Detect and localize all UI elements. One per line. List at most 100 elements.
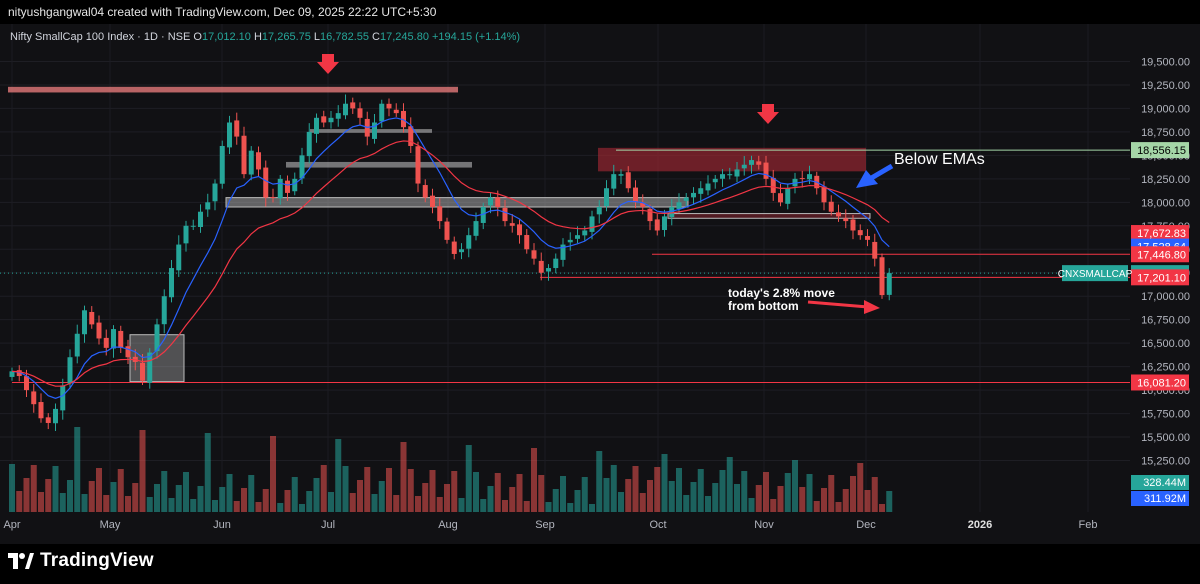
y-tick-label: 19,000.00 [1141, 103, 1190, 115]
candle-body [147, 352, 153, 383]
candle-body [560, 244, 566, 260]
volume-bar [219, 487, 226, 512]
candle-body [741, 164, 747, 169]
volume-bar [712, 483, 719, 512]
candle-body [778, 193, 783, 203]
move-arrow-shaft [807, 300, 869, 309]
volume-bar [625, 479, 632, 512]
candle-body [212, 183, 218, 202]
price-label: 17,446.80 [1137, 249, 1186, 261]
price-label-box [1131, 374, 1189, 391]
supply-zone [667, 213, 871, 219]
candle-body [459, 249, 464, 253]
footer: TradingView [0, 544, 1200, 584]
price-label: 17,672.83 [1137, 228, 1186, 240]
volume-label: 328.44M [1143, 477, 1186, 489]
candle-body [480, 207, 486, 223]
supply-zone [598, 147, 866, 172]
x-tick-label: May [100, 519, 121, 531]
volume-bar [560, 476, 566, 512]
volume-bar [291, 477, 298, 512]
volume-bar [299, 504, 305, 512]
volume-bar [386, 468, 392, 512]
volume-bar [212, 500, 218, 512]
candle-body [24, 376, 29, 391]
candle-body [575, 235, 580, 239]
candle-body [640, 202, 646, 208]
volume-bar [502, 500, 508, 512]
volume-bar [139, 430, 146, 512]
y-tick-label: 16,500.00 [1141, 338, 1190, 350]
volume-bar [806, 474, 813, 512]
x-tick-label: Feb [1079, 519, 1098, 531]
volume-bar [821, 488, 827, 512]
tradingview-icon [8, 553, 34, 569]
candle-body [89, 311, 95, 325]
ema-slow-line [11, 140, 890, 387]
volume-bar [538, 475, 545, 512]
candle-body [807, 174, 812, 180]
tradingview-logo[interactable]: TradingView [8, 550, 154, 572]
volume-bar [632, 466, 639, 512]
volume-bar [422, 483, 429, 512]
y-tick-label: 15,500.00 [1141, 432, 1190, 444]
volume-bar [328, 492, 334, 512]
down-arrow-marker [757, 104, 779, 124]
volume-bar [154, 484, 160, 512]
tradingview-wordmark: TradingView [40, 550, 154, 571]
candle-body [408, 126, 414, 146]
annotation-below-emas: Below EMAs [894, 151, 985, 168]
candle-body [647, 208, 653, 222]
candle-body [161, 296, 167, 325]
candle-body [270, 196, 276, 198]
price-label-box [1131, 142, 1189, 159]
candle-body [198, 211, 203, 228]
volume-bar [59, 493, 66, 512]
volume-bar [146, 497, 153, 512]
resistance-zone [310, 129, 432, 133]
volume-bar [444, 484, 450, 512]
volume-bar [552, 489, 559, 512]
price-label: 16,081.20 [1137, 377, 1186, 389]
volume-bar [197, 486, 204, 512]
volume-bar [262, 489, 269, 512]
candle-body [538, 260, 544, 273]
candle-body [74, 333, 80, 357]
y-tick-label: 16,750.00 [1141, 315, 1190, 327]
volume-label-box [1131, 491, 1189, 506]
price-chart[interactable]: 19,500.00 19,250.00 19,000.00 18,750.00 18,5… [0, 24, 1200, 544]
volume-bar [23, 478, 30, 512]
volume-bar [270, 436, 276, 512]
price-label-box [1131, 225, 1189, 242]
candle-body [662, 216, 667, 231]
candle-body [321, 116, 327, 123]
x-tick-label: Aug [438, 519, 458, 531]
candle-body [422, 185, 428, 198]
volume-bar [415, 496, 421, 512]
volume-bar [226, 474, 233, 512]
volume-bar [125, 496, 131, 512]
candle-body [16, 370, 22, 377]
candle-body [553, 258, 559, 269]
volume-bar [726, 457, 733, 512]
chart-area[interactable]: 19,500.00 19,250.00 19,000.00 18,750.00 18,5… [0, 24, 1200, 544]
candle-body [517, 224, 522, 236]
candle-body [734, 169, 740, 177]
candle-body [785, 188, 791, 204]
candle-body [118, 330, 124, 348]
candle-body [836, 212, 841, 217]
candle-body [205, 202, 211, 210]
volume-bar [277, 503, 284, 512]
x-tick-label: Oct [649, 519, 666, 531]
candle-body [60, 385, 66, 411]
price-label-box [1131, 269, 1189, 286]
volume-bar [647, 480, 653, 512]
chart-attribution: nityushgangwal04 created with TradingVie… [0, 0, 1200, 24]
volume-bar [480, 499, 487, 512]
candle-body [509, 223, 515, 226]
volume-bar [784, 473, 791, 512]
y-tick-label: 19,250.00 [1141, 80, 1190, 92]
move-arrow-head [864, 300, 880, 314]
volume-bar [828, 475, 835, 512]
candle-body [343, 103, 348, 116]
